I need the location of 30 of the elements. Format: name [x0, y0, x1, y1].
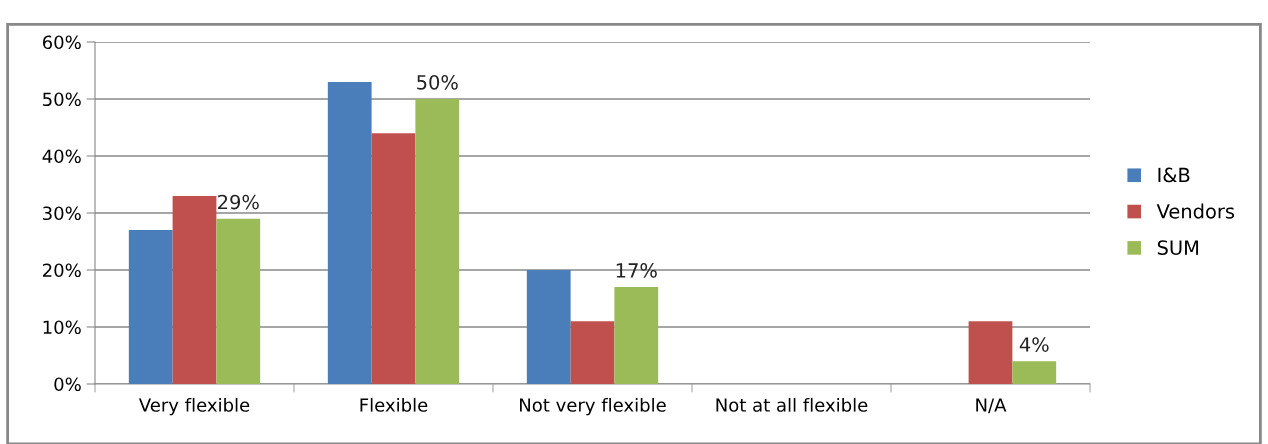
x-tick-label: Not very flexible [520, 397, 666, 416]
bar [526, 270, 571, 384]
bar [614, 287, 659, 384]
bar [371, 133, 416, 384]
legend-label: Vendors [1156, 203, 1235, 219]
y-tick-label: 10% [43, 320, 81, 335]
bar [327, 81, 372, 384]
x-tick-label: Not at all flexible [716, 397, 868, 412]
bar [968, 321, 1013, 384]
x-tick-label: N/A [976, 398, 1007, 414]
bar [1012, 361, 1057, 384]
x-tick-label: Flexible [360, 397, 428, 412]
data-label: 29% [218, 194, 259, 210]
bar [415, 99, 460, 384]
bar [172, 195, 217, 384]
legend-label: I&B [1158, 167, 1190, 183]
x-tick-label: Very flexible [138, 397, 250, 416]
data-label: 17% [616, 263, 657, 278]
legend-label: SUM [1157, 240, 1199, 255]
bar [128, 230, 173, 384]
y-tick-label: 40% [42, 149, 81, 164]
y-tick-label: 20% [43, 263, 81, 278]
y-tick-label: 50% [43, 92, 81, 107]
data-label: 4% [1019, 337, 1049, 352]
data-label: 50% [417, 74, 458, 90]
bar [216, 218, 261, 384]
bar [570, 321, 615, 384]
y-tick-label: 0% [54, 377, 81, 392]
y-tick-label: 60% [42, 35, 81, 50]
y-tick-label: 30% [43, 206, 81, 221]
